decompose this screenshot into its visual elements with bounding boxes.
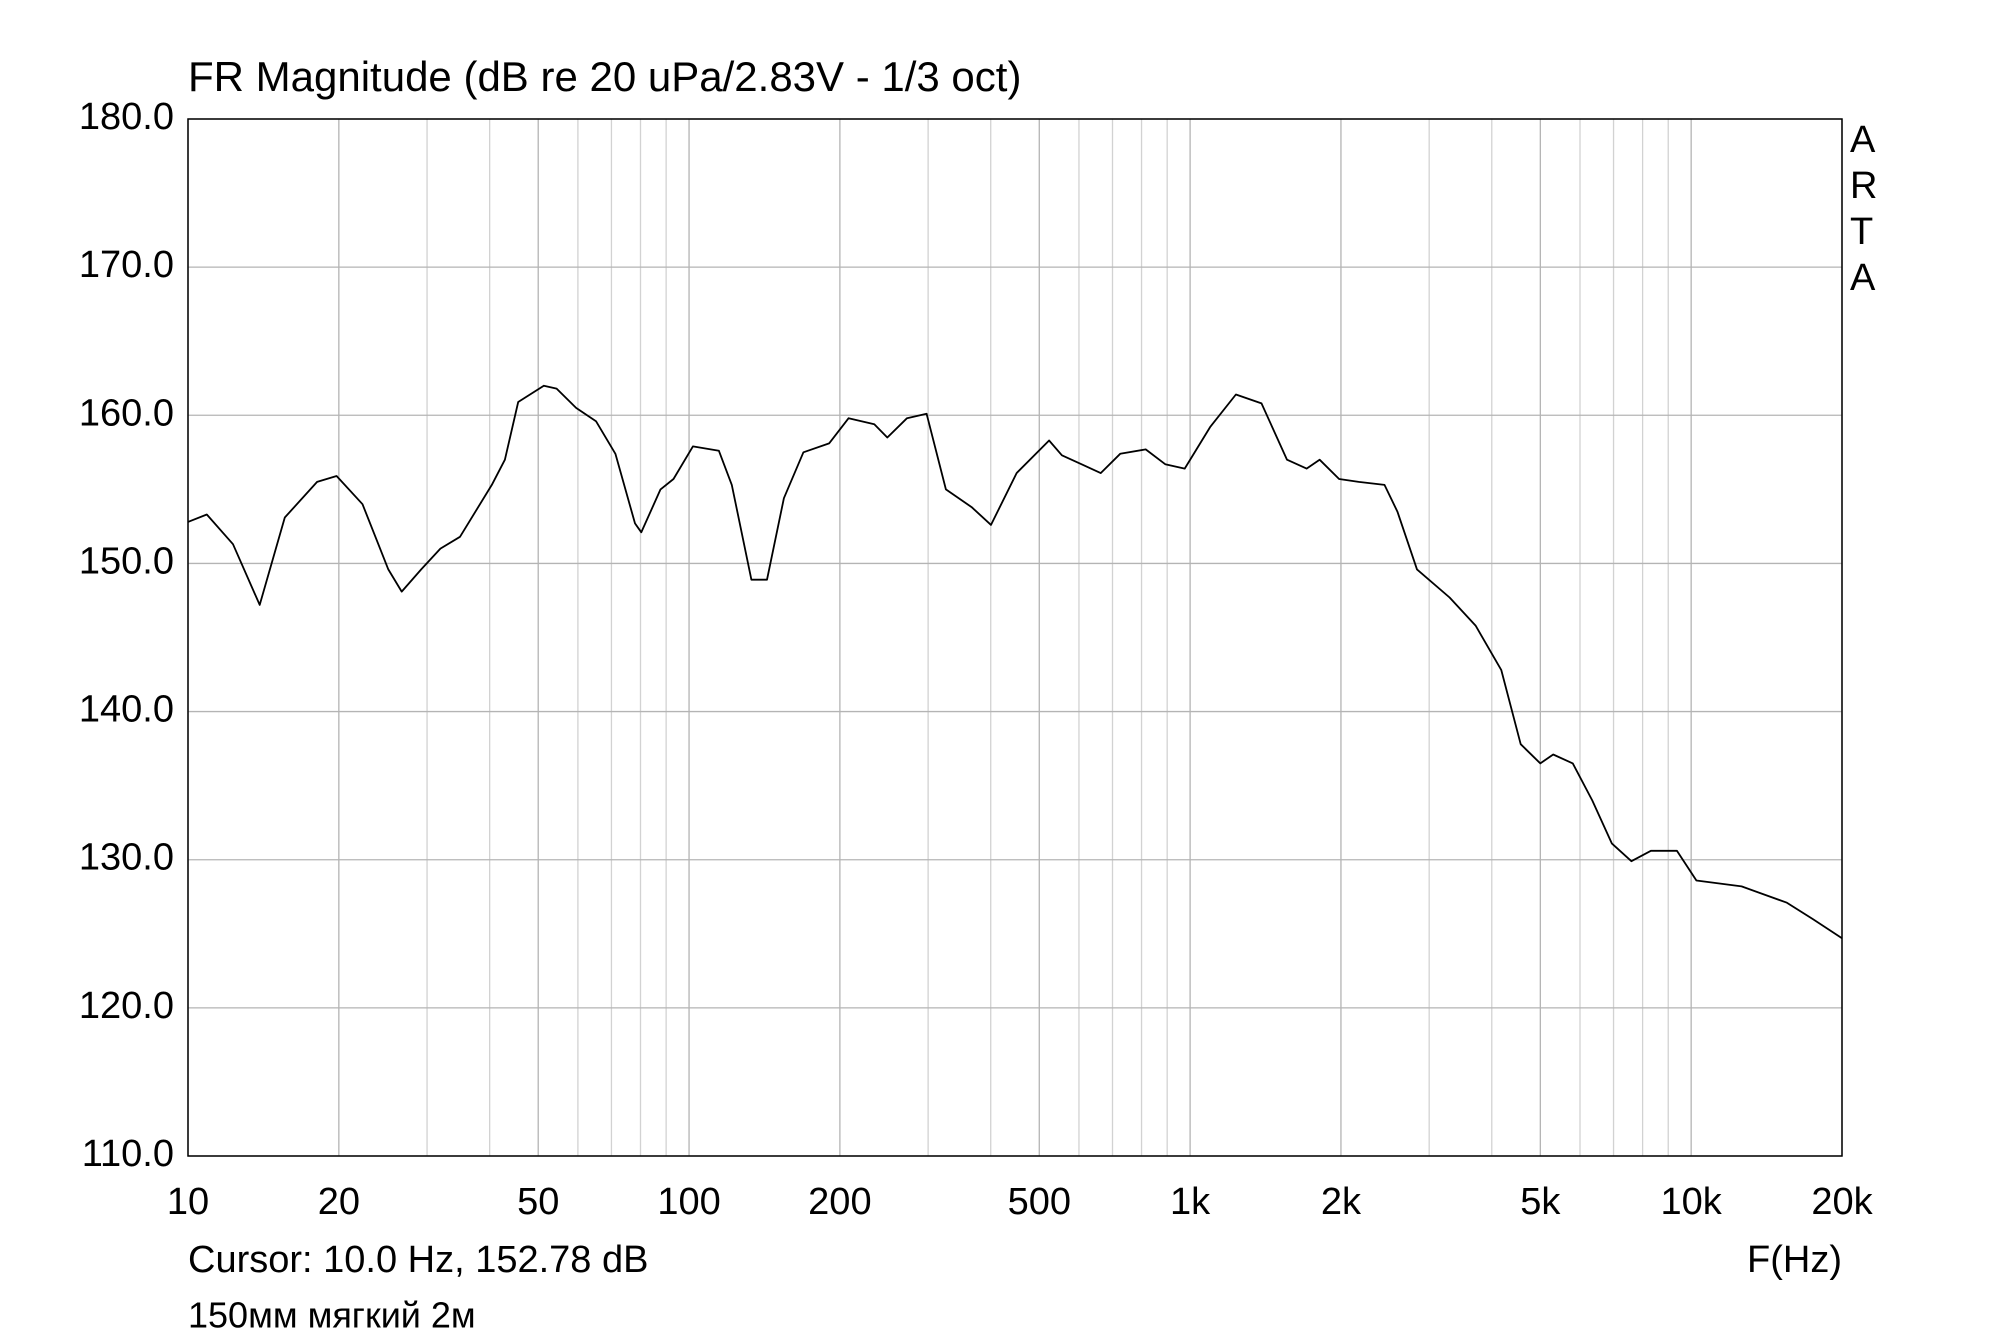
cursor-readout: Cursor: 10.0 Hz, 152.78 dB bbox=[188, 1239, 648, 1281]
note: 150мм мягкий 2м bbox=[188, 1295, 476, 1331]
plot-frame bbox=[187, 118, 1843, 1157]
x-tick-label: 200 bbox=[808, 1181, 871, 1223]
x-axis-label: F(Hz) bbox=[1747, 1239, 1842, 1281]
y-tick-label: 160.0 bbox=[79, 392, 174, 434]
y-tick-label: 130.0 bbox=[79, 837, 174, 879]
x-tick-label: 1k bbox=[1170, 1181, 1211, 1223]
chart-title: FR Magnitude (dB re 20 uPa/2.83V - 1/3 o… bbox=[188, 53, 1021, 100]
x-tick-label: 2k bbox=[1321, 1181, 1362, 1223]
data-line bbox=[187, 384, 1843, 939]
y-tick-label: 180.0 bbox=[79, 96, 174, 138]
y-tick-label: 120.0 bbox=[79, 985, 174, 1027]
x-tick-label: 100 bbox=[657, 1181, 720, 1223]
x-tick-label: 50 bbox=[517, 1181, 559, 1223]
y-tick-label: 140.0 bbox=[79, 689, 174, 731]
x-tick-label: 5k bbox=[1520, 1181, 1561, 1223]
x-tick-label: 10 bbox=[167, 1181, 209, 1223]
x-tick-label: 500 bbox=[1008, 1181, 1071, 1223]
x-tick-label: 20 bbox=[318, 1181, 360, 1223]
x-tick-label: 20k bbox=[1811, 1181, 1873, 1223]
y-tick-label: 110.0 bbox=[82, 1133, 174, 1175]
x-tick-label: 10k bbox=[1661, 1181, 1723, 1223]
y-tick-label: 150.0 bbox=[79, 540, 174, 582]
y-tick-label: 170.0 bbox=[79, 244, 174, 286]
